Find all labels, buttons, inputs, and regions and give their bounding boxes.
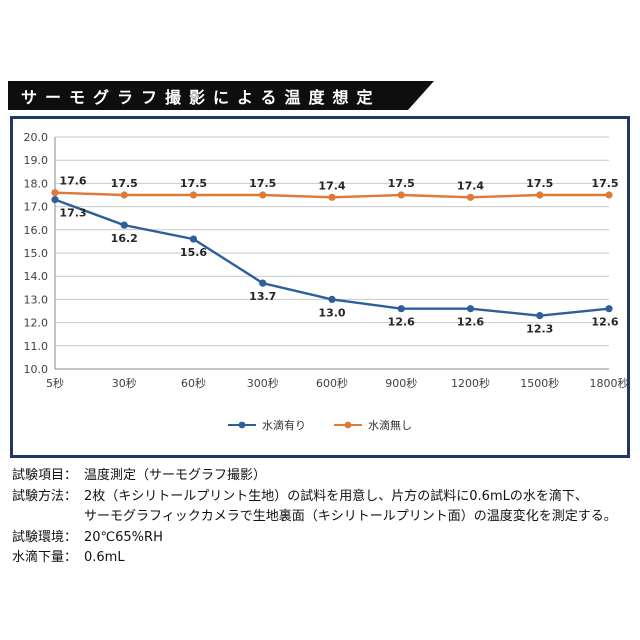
x-axis-tick-label: 900秒 [385, 376, 417, 390]
data-label: 12.3 [526, 323, 553, 336]
data-label: 17.6 [59, 175, 86, 188]
y-axis-tick-label: 19.0 [24, 154, 49, 167]
note-text: 温度測定（サーモグラフ撮影） [84, 468, 267, 483]
x-axis-tick-label: 1500秒 [520, 376, 559, 390]
legend-item: 水滴有り [228, 417, 306, 433]
y-axis-tick-label: 18.0 [24, 177, 49, 190]
data-label: 12.6 [388, 316, 415, 329]
legend-marker-icon [228, 421, 256, 429]
chart-legend: 水滴有り 水滴無し [13, 417, 627, 433]
data-label: 17.5 [526, 177, 553, 190]
data-point [466, 305, 475, 313]
note-text: 2枚（キシリトールプリント生地）の試料を用意し、片方の試料に0.6mLの水を滴下… [84, 488, 617, 525]
legend-label: 水滴無し [368, 419, 412, 432]
legend-marker-icon [334, 421, 362, 429]
data-point [120, 221, 128, 229]
note-label: 試験方法： [12, 488, 78, 504]
note-label: 試験項目： [12, 468, 78, 483]
data-point [605, 305, 613, 313]
note-row: 試験方法： 2枚（キシリトールプリント生地）の試料を用意し、片方の試料に0.6mL… [12, 487, 630, 528]
y-axis-tick-label: 13.0 [24, 293, 49, 306]
y-axis-tick-label: 11.0 [24, 340, 49, 353]
data-point [259, 279, 267, 287]
x-axis-tick-label: 600秒 [316, 376, 348, 390]
note-row: 試験環境： 20℃65%RH [12, 528, 630, 549]
data-label: 15.6 [180, 246, 207, 259]
title-banner: サーモグラフ撮影による温度想定 [8, 81, 434, 110]
data-point [328, 193, 336, 201]
data-label: 12.6 [457, 316, 484, 329]
data-label: 13.0 [318, 306, 345, 319]
data-label: 17.4 [318, 179, 345, 192]
data-point [536, 191, 544, 199]
x-axis-tick-label: 30秒 [112, 376, 137, 390]
data-label: 17.3 [59, 207, 86, 220]
data-label: 16.2 [111, 232, 138, 245]
note-text: 20℃65%RH [84, 529, 163, 545]
x-axis-tick-label: 1800秒 [590, 376, 628, 390]
data-point [397, 191, 405, 199]
page-title: サーモグラフ撮影による温度想定 [21, 87, 381, 107]
temperature-chart: 10.0 11.0 12.0 13.0 14.0 15.0 16.0 17.0 18.0 19.0… [24, 131, 628, 390]
data-label: 13.7 [249, 290, 276, 303]
data-label: 17.5 [388, 177, 415, 190]
y-axis-tick-label: 10.0 [24, 363, 49, 376]
data-point [397, 305, 405, 313]
y-axis-tick-label: 15.0 [24, 247, 49, 260]
note-label: 水滴下量： [12, 550, 78, 565]
chart-container: 10.0 11.0 12.0 13.0 14.0 15.0 16.0 17.0 18.0 19.0… [10, 116, 630, 458]
y-axis-tick-label: 20.0 [24, 131, 49, 144]
data-point [536, 312, 544, 320]
note-row: 水滴下量： 0.6mL [12, 548, 630, 569]
data-label: 12.6 [591, 316, 618, 329]
x-axis-tick-label: 300秒 [247, 376, 279, 390]
data-point [605, 191, 613, 199]
data-label: 17.5 [111, 177, 138, 190]
y-axis-tick-label: 17.0 [24, 201, 49, 214]
data-label: 17.4 [457, 179, 484, 192]
x-axis-tick-label: 5秒 [46, 376, 64, 390]
data-point [328, 295, 336, 303]
y-axis-tick-label: 12.0 [24, 317, 49, 330]
note-text: 0.6mL [84, 550, 125, 565]
data-label: 17.5 [180, 177, 207, 190]
y-axis-tick-label: 16.0 [24, 224, 49, 237]
data-point [51, 189, 59, 197]
legend-item: 水滴無し [334, 417, 412, 433]
legend-label: 水滴有り [262, 419, 306, 432]
test-notes: 試験項目： 温度測定（サーモグラフ撮影） 試験方法： 2枚（キシリトールプリント生地）… [12, 466, 630, 569]
data-point [51, 196, 59, 204]
data-point [120, 191, 128, 199]
data-point [189, 191, 198, 199]
note-label: 試験環境： [12, 529, 78, 545]
x-axis-tick-label: 1200秒 [451, 376, 490, 390]
data-point [189, 235, 198, 243]
data-label: 17.5 [249, 177, 276, 190]
note-row: 試験項目： 温度測定（サーモグラフ撮影） [12, 466, 630, 487]
y-axis-tick-label: 14.0 [24, 270, 49, 283]
x-axis-tick-label: 60秒 [181, 376, 206, 390]
data-label: 17.5 [591, 177, 618, 190]
data-point [259, 191, 267, 199]
data-point [466, 193, 475, 201]
